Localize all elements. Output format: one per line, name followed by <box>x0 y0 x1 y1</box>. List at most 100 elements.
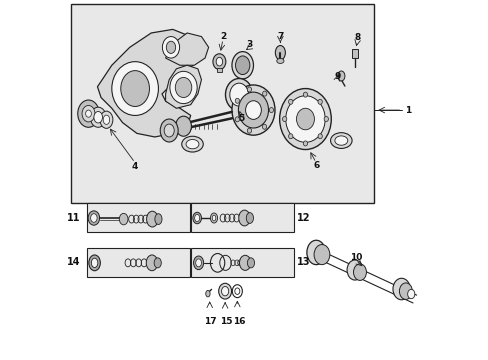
Ellipse shape <box>231 85 274 135</box>
Text: 6: 6 <box>312 161 319 170</box>
Text: 9: 9 <box>334 72 341 81</box>
Ellipse shape <box>94 112 102 123</box>
Ellipse shape <box>246 213 253 224</box>
Ellipse shape <box>235 98 239 103</box>
Ellipse shape <box>262 91 266 96</box>
Ellipse shape <box>91 258 98 267</box>
Ellipse shape <box>166 41 175 53</box>
Ellipse shape <box>192 212 201 224</box>
Ellipse shape <box>164 124 174 137</box>
Ellipse shape <box>317 134 322 139</box>
Ellipse shape <box>407 289 414 299</box>
Bar <box>87 248 189 277</box>
Ellipse shape <box>235 117 239 122</box>
Ellipse shape <box>160 119 178 142</box>
Ellipse shape <box>212 215 215 221</box>
Text: 17: 17 <box>203 317 216 326</box>
Text: 16: 16 <box>233 317 245 326</box>
Ellipse shape <box>85 110 91 117</box>
Text: 15: 15 <box>219 317 232 326</box>
Bar <box>351 49 357 58</box>
Ellipse shape <box>247 128 251 133</box>
Ellipse shape <box>155 214 162 225</box>
Ellipse shape <box>119 213 128 225</box>
Text: 5: 5 <box>237 114 244 123</box>
Ellipse shape <box>225 78 252 111</box>
Bar <box>191 203 293 232</box>
Ellipse shape <box>100 111 113 129</box>
Bar <box>87 203 189 232</box>
Ellipse shape <box>205 291 210 297</box>
Polygon shape <box>165 65 201 108</box>
Text: 3: 3 <box>246 40 252 49</box>
Bar <box>217 68 221 72</box>
Ellipse shape <box>218 283 231 299</box>
Text: 8: 8 <box>354 33 360 42</box>
Ellipse shape <box>182 136 203 152</box>
Ellipse shape <box>285 96 325 142</box>
Ellipse shape <box>303 141 307 146</box>
Ellipse shape <box>154 258 161 268</box>
Text: 11: 11 <box>67 213 81 222</box>
Ellipse shape <box>392 278 409 300</box>
Ellipse shape <box>235 56 249 75</box>
Ellipse shape <box>169 71 197 104</box>
Text: 4: 4 <box>132 162 138 171</box>
Ellipse shape <box>288 99 292 104</box>
Ellipse shape <box>175 77 191 98</box>
Ellipse shape <box>239 255 250 270</box>
Ellipse shape <box>399 283 411 300</box>
Ellipse shape <box>82 105 95 122</box>
Ellipse shape <box>296 108 314 130</box>
Text: 2: 2 <box>220 32 225 41</box>
Text: 14: 14 <box>67 257 81 267</box>
Ellipse shape <box>334 136 347 145</box>
Ellipse shape <box>238 92 268 128</box>
Ellipse shape <box>146 255 158 271</box>
Ellipse shape <box>112 62 158 116</box>
Ellipse shape <box>330 133 351 148</box>
Ellipse shape <box>216 57 222 66</box>
Ellipse shape <box>288 134 292 139</box>
Ellipse shape <box>245 101 261 120</box>
Ellipse shape <box>231 51 253 79</box>
Polygon shape <box>165 33 208 65</box>
Ellipse shape <box>324 117 328 122</box>
Ellipse shape <box>337 71 344 81</box>
Ellipse shape <box>247 87 251 92</box>
Ellipse shape <box>175 116 191 136</box>
Bar <box>70 4 373 203</box>
Ellipse shape <box>185 139 199 149</box>
Ellipse shape <box>275 45 285 60</box>
Ellipse shape <box>103 115 109 125</box>
Ellipse shape <box>89 255 100 271</box>
Ellipse shape <box>90 107 106 127</box>
Ellipse shape <box>90 214 97 222</box>
Ellipse shape <box>276 58 284 63</box>
Ellipse shape <box>317 99 322 104</box>
Ellipse shape <box>195 259 201 267</box>
Ellipse shape <box>162 37 179 58</box>
Ellipse shape <box>282 117 286 122</box>
Ellipse shape <box>238 210 250 226</box>
Ellipse shape <box>88 211 100 225</box>
Ellipse shape <box>313 244 329 265</box>
Ellipse shape <box>353 264 366 280</box>
Polygon shape <box>97 30 201 137</box>
Ellipse shape <box>78 100 99 127</box>
Ellipse shape <box>303 92 307 97</box>
Ellipse shape <box>269 108 273 113</box>
Ellipse shape <box>306 240 325 265</box>
Ellipse shape <box>194 215 199 222</box>
Ellipse shape <box>279 89 330 149</box>
Ellipse shape <box>229 83 248 106</box>
Ellipse shape <box>210 213 217 223</box>
Ellipse shape <box>193 256 203 270</box>
Ellipse shape <box>262 124 266 129</box>
Text: 12: 12 <box>296 213 309 222</box>
Ellipse shape <box>121 71 149 107</box>
Ellipse shape <box>346 260 362 280</box>
Text: 1: 1 <box>405 105 411 114</box>
Ellipse shape <box>212 54 225 69</box>
Text: 10: 10 <box>349 253 362 262</box>
